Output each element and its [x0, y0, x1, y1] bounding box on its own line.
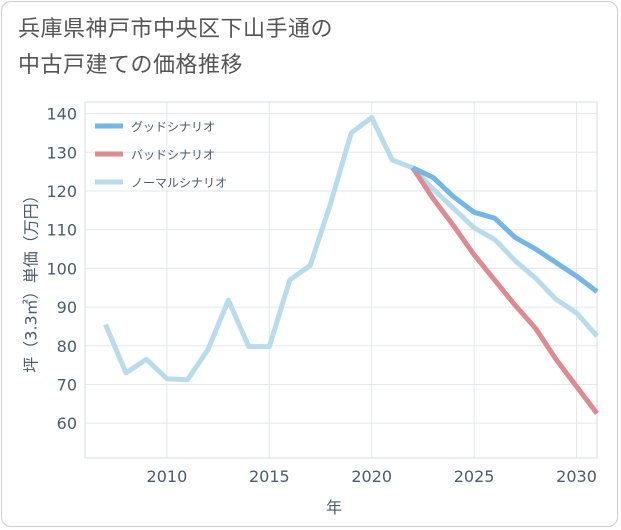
x-tick-label: 2020: [351, 467, 392, 486]
x-tick-label: 2015: [249, 467, 290, 486]
series-line-1: [410, 166, 599, 416]
chart-title-line2: 中古戸建ての価格推移: [18, 53, 244, 78]
chart-title: 兵庫県神戸市中央区下山手通の 中古戸建ての価格推移: [18, 12, 578, 84]
plot-area-frame: [84, 101, 598, 459]
legend-label: ノーマルシナリオ: [131, 176, 227, 190]
x-axis-title: 年: [326, 498, 342, 517]
x-tick-label: 2025: [454, 467, 495, 486]
x-axis-ticks: 2010 2015 2020 2025 2030: [147, 467, 597, 486]
y-tick-label: 90: [57, 298, 77, 317]
y-axis-ticks: 60 70 80 90 100 110 120 130 140: [46, 105, 77, 434]
y-tick-label: 70: [57, 375, 77, 394]
y-tick-label: 140: [46, 105, 77, 124]
series-lines: [103, 115, 599, 416]
grid-lines: [85, 102, 597, 458]
y-tick-label: 80: [57, 337, 77, 356]
chart-title-line1: 兵庫県神戸市中央区下山手通の: [18, 17, 334, 42]
y-tick-label: 110: [46, 221, 77, 240]
series-line-2: [103, 115, 599, 383]
y-tick-label: 120: [46, 182, 77, 201]
legend-label: グッドシナリオ: [131, 120, 215, 134]
y-tick-label: 60: [57, 414, 77, 433]
legend-label: バッドシナリオ: [131, 148, 215, 162]
y-axis-title: 坪（3.3㎡）単価（万円）: [22, 187, 41, 372]
series-line-0: [411, 165, 599, 294]
x-tick-label: 2010: [147, 467, 188, 486]
x-tick-label: 2030: [556, 467, 597, 486]
y-tick-label: 130: [46, 143, 77, 162]
y-tick-label: 100: [46, 259, 77, 278]
